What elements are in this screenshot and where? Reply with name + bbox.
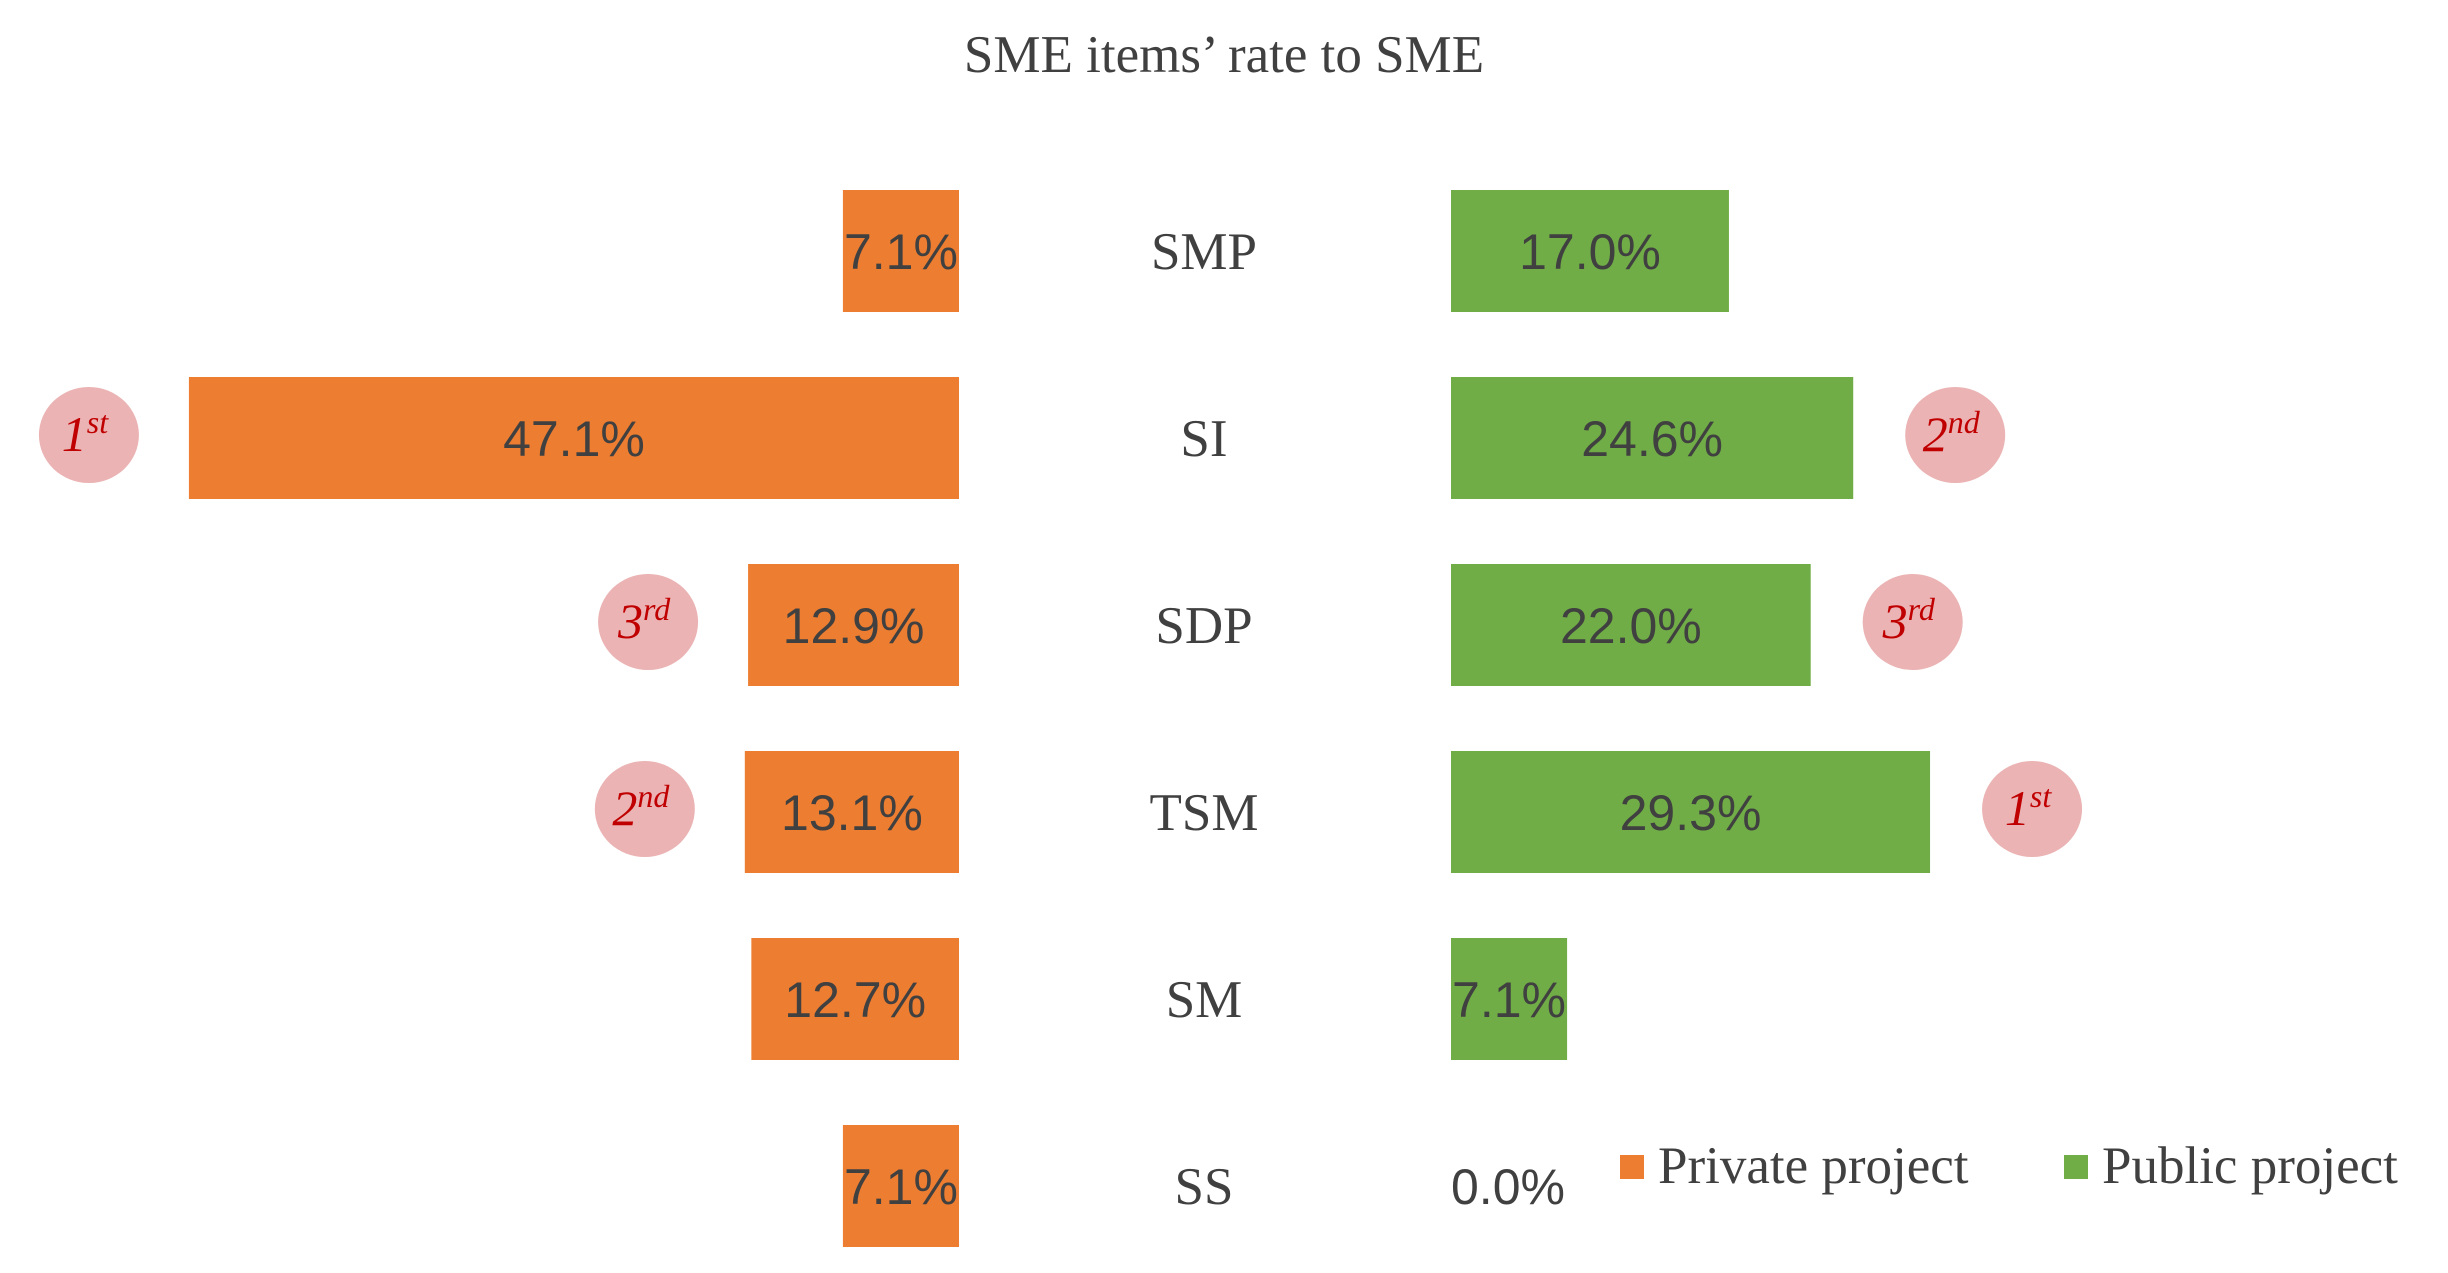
- bar-private-tsm: [744, 751, 959, 873]
- rank-private-sdp-text: 3rd: [617, 591, 671, 649]
- bar-public-sdp: [1451, 564, 1811, 686]
- rank-public-sdp-text: 3rd: [1882, 591, 1936, 649]
- bar-public-si: [1451, 377, 1854, 499]
- data-label-public-sm: 7.1%: [1452, 972, 1566, 1028]
- bar-private-sdp: [748, 564, 959, 686]
- legend-swatch-private: [1620, 1155, 1644, 1179]
- category-label-smp: SMP: [1151, 223, 1257, 281]
- rank-private-tsm-text: 2nd: [612, 778, 670, 836]
- data-label-public-si: 24.6%: [1581, 411, 1723, 467]
- rank-public-si-text: 2nd: [1923, 404, 1981, 462]
- rank-public-tsm-text: 1st: [2005, 778, 2052, 836]
- bar-private-smp: [842, 190, 959, 312]
- rank-private-si-text: 1st: [62, 404, 109, 462]
- bar-public-tsm: [1451, 751, 1931, 873]
- bar-private-si: [188, 377, 960, 499]
- rank-private-si-badge: [38, 387, 139, 483]
- rank-private-sdp-badge: [598, 574, 699, 670]
- category-label-sdp: SDP: [1155, 597, 1252, 655]
- legend-label-public: Public project: [2102, 1137, 2398, 1195]
- category-label-sm: SM: [1166, 971, 1243, 1029]
- data-label-private-ss: 7.1%: [844, 1159, 958, 1215]
- data-label-private-sdp: 12.9%: [783, 598, 925, 654]
- data-label-private-smp: 7.1%: [844, 224, 958, 280]
- category-label-ss: SS: [1175, 1158, 1234, 1216]
- legend: Private project Public project: [1620, 1137, 2398, 1195]
- data-label-public-smp: 17.0%: [1519, 224, 1661, 280]
- chart-title: SME items’ rate to SME: [964, 26, 1484, 84]
- bar-private-ss: [842, 1125, 959, 1247]
- data-label-private-sm: 12.7%: [784, 972, 926, 1028]
- data-label-private-si: 47.1%: [503, 411, 645, 467]
- legend-swatch-public: [2064, 1155, 2088, 1179]
- category-label-si: SI: [1180, 410, 1227, 468]
- bar-public-sm: [1451, 938, 1568, 1060]
- bar-private-sm: [751, 938, 959, 1060]
- data-label-public-tsm: 29.3%: [1620, 785, 1762, 841]
- category-label-tsm: TSM: [1150, 784, 1259, 842]
- rank-public-tsm-badge: [1982, 761, 2083, 857]
- data-label-private-tsm: 13.1%: [781, 785, 923, 841]
- legend-label-private: Private project: [1658, 1137, 1969, 1195]
- rank-public-sdp-badge: [1862, 574, 1963, 670]
- data-label-public-ss: 0.0%: [1451, 1159, 1565, 1215]
- rank-private-tsm-badge: [594, 761, 695, 857]
- data-label-public-sdp: 22.0%: [1560, 598, 1702, 654]
- bar-public-smp: [1451, 190, 1729, 312]
- rank-public-si-badge: [1905, 387, 2006, 483]
